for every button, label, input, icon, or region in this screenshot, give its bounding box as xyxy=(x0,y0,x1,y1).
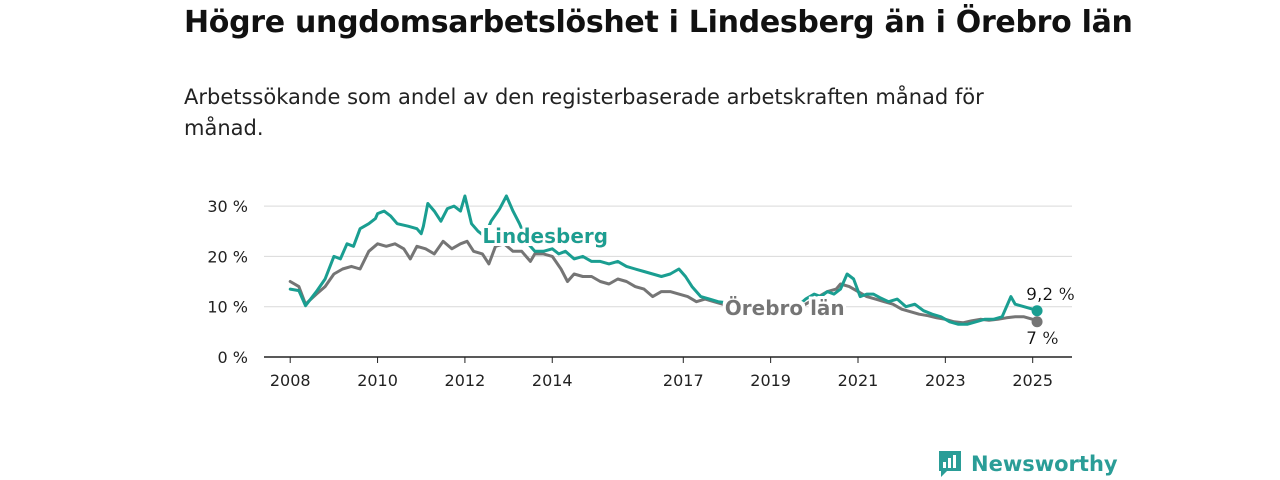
page-title: Högre ungdomsarbetslöshet i Lindesberg ä… xyxy=(184,5,1133,40)
labels: Lindesberg Örebro län 9,2 % 7 % xyxy=(482,224,1074,349)
series-line-lindesberg xyxy=(288,194,1039,326)
y-tick-label: 20 % xyxy=(207,247,248,266)
y-tick-label: 0 % xyxy=(218,348,248,367)
end-value-orebro: 7 % xyxy=(1026,329,1058,349)
end-point-lindesberg xyxy=(1031,305,1043,317)
page-subtitle: Arbetssökande som andel av den registerb… xyxy=(184,85,984,140)
x-tick-label: 2017 xyxy=(663,371,704,390)
series xyxy=(288,194,1043,328)
x-tick-label: 2021 xyxy=(838,371,879,390)
series-label-lindesberg: Lindesberg xyxy=(482,224,608,248)
newsworthy-logo-icon xyxy=(939,451,961,477)
series-label-orebro: Örebro län xyxy=(725,296,845,320)
gridlines xyxy=(264,205,1072,308)
x-tick-label: 2008 xyxy=(270,371,311,390)
x-tick-label: 2012 xyxy=(445,371,486,390)
newsworthy-brand: Newsworthy xyxy=(937,449,1118,479)
y-tick-label: 30 % xyxy=(207,197,248,216)
end-point-orebro xyxy=(1031,316,1043,328)
line-chart: 0 % 10 % 20 % 30 % 2008 2010 2012 2014 2017 2019 2… xyxy=(207,194,1075,390)
brand-name: Newsworthy xyxy=(971,452,1118,476)
x-tick-label: 2014 xyxy=(532,371,573,390)
series-line-orebro xyxy=(288,239,1039,325)
x-tick-label: 2023 xyxy=(925,371,966,390)
y-tick-label: 10 % xyxy=(207,298,248,317)
x-tick-label: 2010 xyxy=(357,371,398,390)
axes: 0 % 10 % 20 % 30 % 2008 2010 2012 2014 2017 2019 2… xyxy=(207,197,1072,390)
end-value-lindesberg: 9,2 % xyxy=(1026,285,1075,305)
x-tick-label: 2025 xyxy=(1012,371,1053,390)
x-tick-label: 2019 xyxy=(750,371,791,390)
